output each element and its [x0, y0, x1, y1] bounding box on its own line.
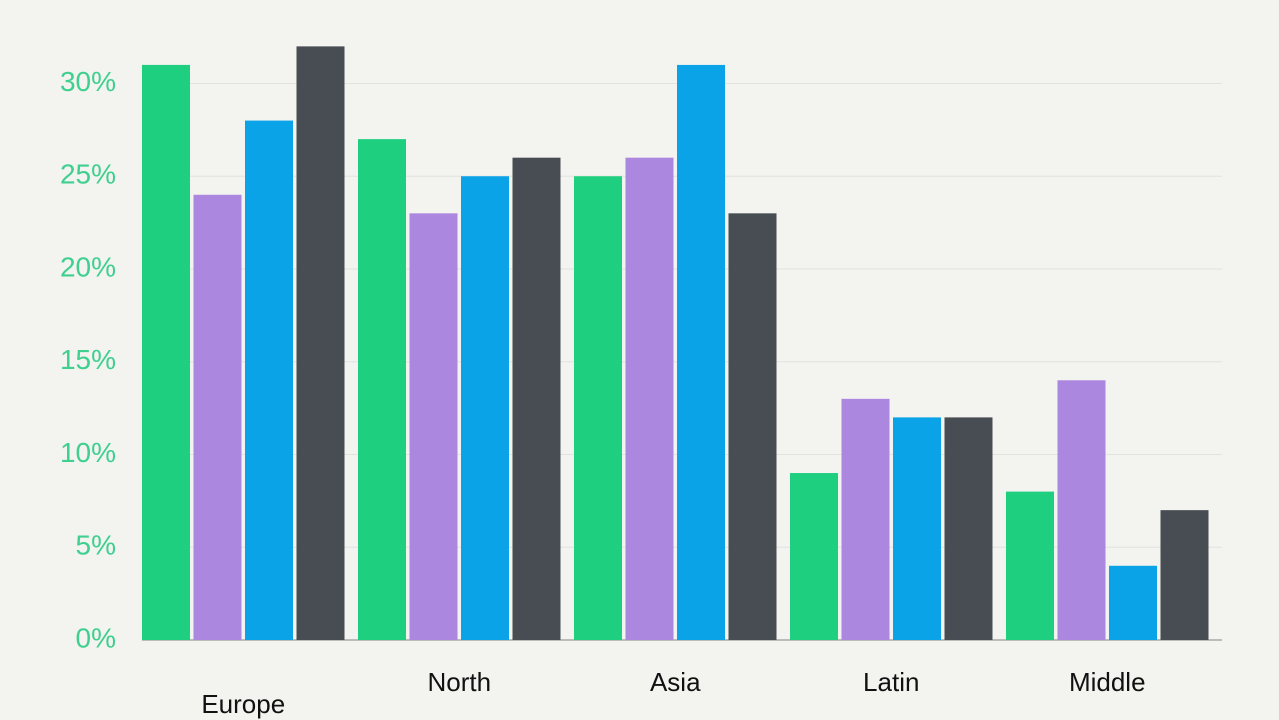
- bar: [574, 176, 622, 641]
- bar: [409, 213, 458, 641]
- bar: [1160, 510, 1209, 640]
- y-tick-label: 30%: [60, 66, 116, 97]
- y-tick-label: 0%: [76, 622, 116, 653]
- y-tick-label: 20%: [60, 251, 116, 282]
- bar: [1006, 491, 1054, 640]
- x-tick-label: North: [427, 667, 491, 697]
- x-tick-label: Europe: [201, 689, 285, 719]
- bar: [245, 120, 293, 640]
- y-tick-label: 10%: [60, 437, 116, 468]
- bar: [512, 157, 561, 640]
- bar: [1057, 380, 1106, 640]
- y-tick-label: 25%: [60, 159, 116, 190]
- bar: [677, 64, 725, 640]
- x-tick-label: Middle: [1069, 667, 1146, 697]
- bar: [358, 139, 406, 640]
- bar: [296, 46, 345, 640]
- bar: [790, 473, 838, 640]
- bar: [142, 64, 190, 640]
- bar: [1109, 565, 1157, 640]
- bar: [193, 194, 242, 641]
- bar: [625, 157, 674, 640]
- x-tick-label: Latin: [863, 667, 919, 697]
- y-tick-label: 5%: [76, 530, 116, 561]
- bar: [893, 417, 941, 640]
- y-tick-label: 15%: [60, 344, 116, 375]
- bar: [944, 417, 993, 640]
- x-tick-label: Asia: [650, 667, 701, 697]
- bar: [728, 213, 777, 641]
- bar: [461, 176, 509, 641]
- bar: [841, 398, 890, 640]
